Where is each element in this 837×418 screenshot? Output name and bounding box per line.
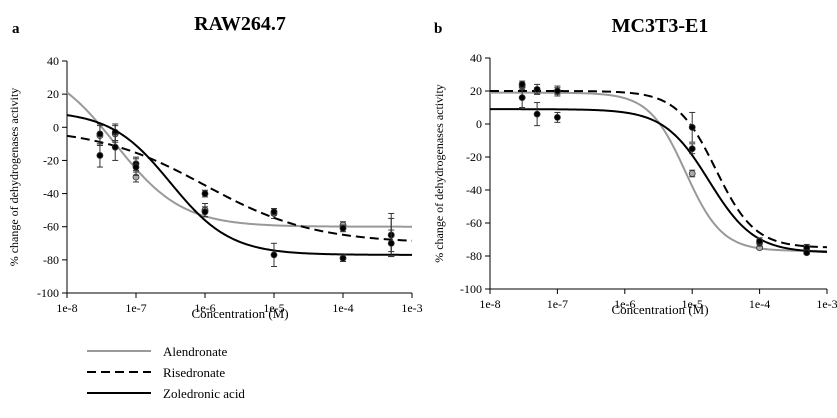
data-point [201, 190, 209, 197]
y-axis-label: % change of dehydrogenases activity [7, 88, 21, 267]
x-tick-label: 1e-5 [682, 297, 703, 311]
y-tick-label: -60 [43, 220, 59, 234]
data-point [96, 130, 104, 138]
y-tick-label: 40 [470, 51, 482, 65]
x-tick-label: 1e-6 [194, 301, 215, 315]
panel-label: b [434, 21, 442, 37]
data-point [96, 152, 104, 159]
data-point [339, 224, 347, 232]
fit-curve-alendronate [66, 91, 412, 228]
data-point [201, 208, 209, 216]
data-point [270, 208, 278, 216]
y-tick-label: -80 [43, 253, 59, 267]
data-point [132, 163, 140, 171]
data-point [554, 87, 561, 95]
x-axis-label: Concentration (M) [191, 306, 288, 321]
y-tick-label: -60 [466, 216, 482, 230]
x-tick-label: 1e-5 [263, 301, 284, 315]
data-point [803, 249, 811, 257]
fit-curve-zoledronic-acid [66, 114, 412, 256]
x-tick-label: 1e-7 [125, 301, 146, 315]
fit-curve-risedronate [490, 90, 828, 249]
data-point [111, 143, 119, 151]
y-tick-label: -20 [466, 150, 482, 164]
y-tick-label: 0 [476, 117, 482, 131]
x-tick-label: 1e-7 [547, 297, 568, 311]
y-tick-label: 20 [470, 84, 482, 98]
data-point [387, 239, 395, 247]
fit-curve-alendronate [490, 91, 828, 252]
x-tick-label: 1e-8 [56, 301, 77, 315]
y-tick-label: -100 [460, 282, 482, 296]
data-point [339, 254, 347, 262]
data-point [756, 237, 763, 245]
y-tick-label: 20 [47, 87, 59, 101]
data-point [518, 94, 526, 101]
x-tick-label: 1e-4 [749, 297, 770, 311]
fit-curve-zoledronic-acid [490, 108, 828, 253]
data-point [270, 251, 278, 259]
y-tick-label: 0 [53, 120, 59, 134]
data-point [688, 145, 696, 153]
y-tick-label: -100 [37, 286, 59, 300]
y-axis-label: % change of dehydrogenases activity [432, 84, 446, 263]
x-tick-label: 1e-3 [816, 297, 837, 311]
x-tick-label: 1e-4 [332, 301, 353, 315]
data-point [688, 170, 696, 177]
legend-label: Risedronate [163, 365, 225, 380]
y-tick-label: -20 [43, 153, 59, 167]
x-tick-label: 1e-3 [401, 301, 422, 315]
data-point [533, 85, 541, 93]
data-point [554, 114, 561, 121]
legend-label: Alendronate [163, 344, 227, 359]
y-tick-label: -80 [466, 249, 482, 263]
data-point [518, 81, 526, 88]
x-tick-label: 1e-8 [479, 297, 500, 311]
chart-title: RAW264.7 [194, 13, 286, 35]
y-tick-label: -40 [466, 183, 482, 197]
x-tick-label: 1e-6 [614, 297, 635, 311]
data-point [533, 110, 541, 118]
x-axis-label: Concentration (M) [611, 302, 708, 317]
panel-label: a [12, 21, 20, 37]
fit-curve-risedronate [66, 134, 413, 242]
legend: Alendronate Risedronate Zoledronic acid [87, 344, 245, 401]
chart-title: MC3T3-E1 [612, 15, 709, 37]
y-tick-label: -40 [43, 187, 59, 201]
data-point [688, 123, 696, 131]
y-tick-label: 40 [47, 54, 59, 68]
legend-label: Zoledronic acid [163, 386, 245, 401]
